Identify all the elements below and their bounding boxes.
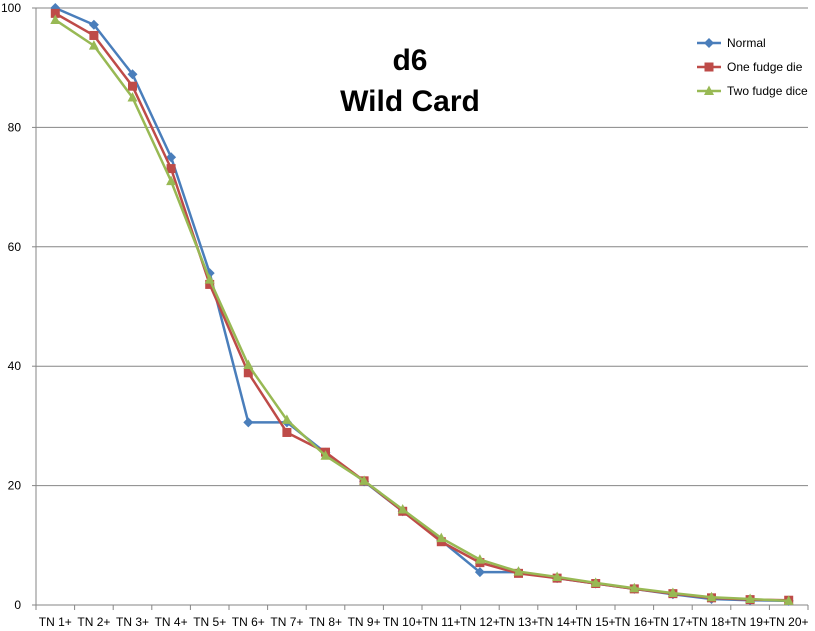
- data-point: [552, 571, 563, 581]
- x-tick-label: TN 7+: [270, 615, 303, 629]
- data-point: [320, 450, 331, 460]
- data-point: [590, 577, 601, 587]
- data-point: [513, 566, 524, 576]
- legend-label: Normal: [727, 36, 766, 50]
- data-point: [706, 591, 717, 602]
- gridlines: [36, 7, 808, 606]
- x-tick-label: TN 1+: [39, 615, 72, 629]
- y-tick-label: 0: [14, 598, 21, 612]
- legend-label: One fudge die: [727, 60, 803, 74]
- x-tick-label: TN 20+: [769, 615, 809, 629]
- data-point: [204, 274, 215, 284]
- y-tick-label: 60: [8, 240, 22, 254]
- data-point: [474, 554, 485, 564]
- x-tick-label: TN 17+: [653, 615, 693, 629]
- x-tick-label: TN 12+: [460, 615, 500, 629]
- data-point: [166, 152, 177, 163]
- legend-label: Two fudge dice: [727, 84, 808, 98]
- x-tick-label: TN 15+: [576, 615, 616, 629]
- data-point: [397, 503, 408, 514]
- data-point: [50, 14, 61, 24]
- series-line: [54, 18, 789, 603]
- data-point: [166, 164, 176, 174]
- data-point: [474, 567, 485, 578]
- chart-title: d6: [392, 44, 427, 77]
- legend-item: Two fudge dice: [697, 84, 808, 98]
- data-point: [89, 30, 99, 40]
- x-tick-label: TN 18+: [692, 615, 732, 629]
- data-point: [243, 359, 254, 370]
- y-tick-label: 80: [8, 120, 22, 134]
- data-point: [205, 279, 215, 289]
- data-point: [282, 427, 292, 437]
- chart-title-block: d6 Wild Card: [340, 44, 480, 118]
- data-point: [745, 593, 756, 604]
- data-point: [281, 414, 292, 424]
- series-group: [50, 3, 794, 606]
- x-tick-label: TN 8+: [309, 615, 342, 629]
- data-point: [166, 175, 177, 186]
- data-point: [88, 40, 99, 50]
- legend-marker: [704, 62, 714, 72]
- data-point: [667, 587, 678, 598]
- legend-marker: [704, 85, 714, 95]
- x-tick-label: TN 16+: [614, 615, 654, 629]
- legend: Normal One fudge die Two fudge dice: [697, 36, 808, 98]
- data-point: [88, 19, 99, 30]
- x-tick-label: TN 4+: [155, 615, 188, 629]
- legend-marker: [704, 38, 714, 48]
- x-axis-ticks: TN 1+ TN 2+ TN 3+ TN 4+ TN 5+ TN 6+ TN 7+ TN 8+…: [35, 605, 809, 629]
- y-tick-label: 40: [8, 359, 22, 373]
- data-point: [127, 92, 138, 102]
- legend-item: Normal: [697, 36, 766, 50]
- y-tick-label: 100: [1, 1, 21, 15]
- x-tick-label: TN 13+: [499, 615, 539, 629]
- data-point: [243, 417, 254, 428]
- x-tick-label: TN 9+: [348, 615, 381, 629]
- x-tick-label: TN 2+: [77, 615, 110, 629]
- data-point: [359, 475, 370, 485]
- y-axis-ticks: 0 20 40 60 80 100: [1, 1, 37, 612]
- chart-subtitle: Wild Card: [340, 85, 480, 118]
- x-tick-label: TN 10+: [383, 615, 423, 629]
- legend-item: One fudge die: [697, 60, 803, 74]
- data-point: [127, 69, 138, 80]
- data-point: [629, 582, 640, 593]
- x-tick-label: TN 6+: [232, 615, 265, 629]
- x-tick-label: TN 3+: [116, 615, 149, 629]
- data-point: [243, 368, 253, 378]
- data-point: [128, 81, 137, 91]
- series-two-fudge-dice: [50, 14, 794, 605]
- x-tick-label: TN 11+: [422, 615, 461, 629]
- x-tick-label: TN 19+: [730, 615, 770, 629]
- x-tick-label: TN 5+: [193, 615, 226, 629]
- y-tick-label: 20: [8, 479, 22, 493]
- data-point: [783, 595, 794, 605]
- x-tick-label: TN 14+: [537, 615, 577, 629]
- data-point: [436, 532, 447, 543]
- data-point: [50, 8, 60, 18]
